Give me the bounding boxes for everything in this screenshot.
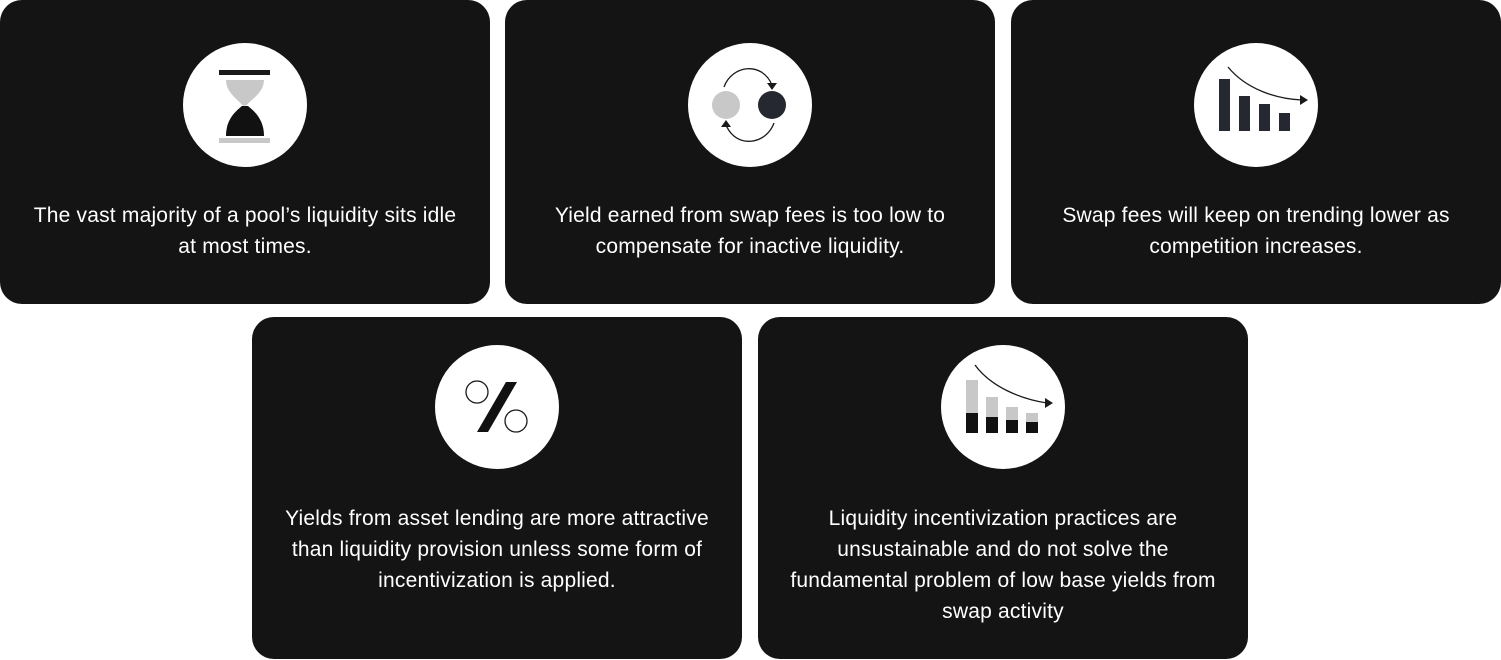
card-text: Swap fees will keep on trending lower as…	[1062, 204, 1450, 258]
card-text: Liquidity incentivization practices are …	[790, 507, 1216, 623]
declining-bar-chart-icon	[1194, 43, 1318, 167]
card-fees-trending-lower: Swap fees will keep on trending lower as…	[1011, 0, 1501, 304]
card-incentivization-unsustainable: Liquidity incentivization practices are …	[758, 317, 1248, 659]
card-text: Yield earned from swap fees is too low t…	[554, 204, 946, 258]
card-swap-fees-low: Yield earned from swap fees is too low t…	[505, 0, 995, 304]
swap-arrows-icon	[688, 43, 812, 167]
card-idle-liquidity: The vast majority of a pool’s liquidity …	[0, 0, 490, 304]
hourglass-icon	[183, 43, 307, 167]
card-asset-lending: Yields from asset lending are more attra…	[252, 317, 742, 659]
card-text: Yields from asset lending are more attra…	[285, 507, 709, 592]
card-text: The vast majority of a pool’s liquidity …	[33, 204, 457, 258]
percent-icon	[435, 345, 559, 469]
declining-stacked-bar-chart-icon	[941, 345, 1065, 469]
